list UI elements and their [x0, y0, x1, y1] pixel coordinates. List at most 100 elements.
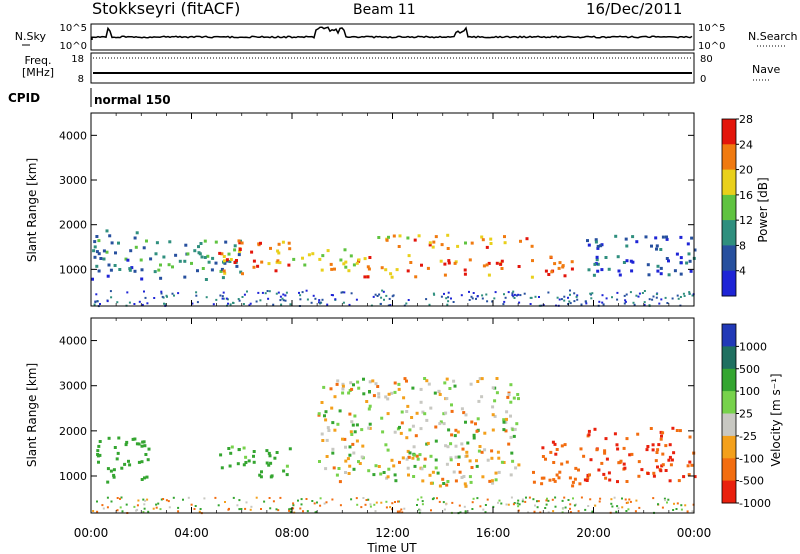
noise-pixel: [445, 297, 448, 300]
echo-cell: [341, 384, 345, 388]
cpid-label: CPID: [8, 91, 40, 105]
noise-pixel: [331, 498, 334, 501]
echo-cell: [348, 445, 352, 449]
noise-pixel: [568, 300, 571, 303]
echo-cell: [438, 422, 442, 426]
echo-cell: [411, 424, 415, 428]
echo-cell: [91, 277, 94, 281]
echo-cell: [329, 387, 333, 391]
noise-pixel: [245, 501, 248, 504]
echo-cell: [384, 268, 388, 272]
echo-cell: [659, 248, 663, 251]
noise-pixel: [299, 298, 302, 301]
echo-cell: [374, 382, 378, 386]
echo-cell: [625, 480, 629, 483]
noise-pixel: [518, 503, 521, 506]
velocity-plot: [92, 377, 697, 515]
noise-pixel: [275, 508, 278, 511]
echo-cell: [540, 476, 544, 480]
noise-pixel: [102, 507, 105, 510]
noise-pixel: [106, 300, 109, 303]
echo-cell: [423, 457, 427, 461]
noise-pixel: [136, 508, 139, 511]
echo-cell: [106, 274, 110, 278]
noise-pixel: [458, 504, 461, 507]
power-colorbar-label: Power [dB]: [756, 177, 770, 242]
echo-cell: [331, 421, 335, 425]
echo-cell: [445, 462, 449, 466]
noise-pixel: [106, 496, 109, 499]
echo-cell: [330, 406, 334, 410]
echo-cell: [655, 244, 659, 248]
echo-cell: [689, 269, 693, 273]
echo-cell: [551, 440, 555, 444]
echo-cell: [669, 463, 673, 467]
noise-pixel: [663, 497, 666, 500]
noise-pixel: [224, 501, 226, 503]
noise-pixel: [521, 500, 524, 503]
noise-pixel: [164, 303, 167, 306]
noise-pixel: [533, 510, 536, 513]
noise-pixel: [471, 501, 474, 504]
echo-cell: [402, 396, 406, 400]
echo-cell: [390, 458, 394, 462]
noise-pixel: [263, 500, 266, 503]
echo-cell: [604, 437, 608, 441]
echo-cell: [98, 453, 102, 457]
noise-pixel: [573, 292, 576, 295]
colorbar-tick-label: -100: [739, 452, 764, 465]
noise-pixel: [629, 500, 632, 503]
noise-pixel: [442, 501, 445, 504]
noise-pixel: [451, 501, 454, 504]
noise-pixel: [530, 296, 533, 299]
echo-cell: [673, 269, 677, 273]
power-colorbar: 4 8 12 16 20 24 28: [721, 113, 753, 297]
noise-pixel: [318, 301, 320, 304]
noise-pixel: [381, 289, 384, 292]
echo-cell: [541, 455, 545, 458]
noise-pixel: [534, 295, 537, 298]
noise-pixel: [187, 496, 190, 499]
noise-pixel: [576, 298, 579, 301]
colorbar-swatch: [722, 169, 736, 196]
noise-pixel: [561, 499, 564, 502]
echo-cell: [207, 260, 211, 264]
noise-pixel: [195, 294, 198, 297]
noise-pixel: [472, 292, 475, 294]
station-title: Stokkseyri (fitACF): [92, 0, 240, 18]
echo-cell: [382, 471, 386, 474]
colorbar-swatch: [722, 435, 736, 459]
echo-cell: [351, 423, 355, 427]
noise-pixel: [375, 501, 378, 504]
freq-panel: Freq. [MHz] 18 8 80 0 Nave: [22, 52, 780, 85]
echo-cell: [469, 382, 473, 386]
echo-cell: [303, 263, 307, 267]
noise-pixel: [507, 291, 510, 294]
echo-cell: [224, 240, 228, 244]
echo-cell: [406, 449, 410, 453]
echo-cell: [368, 256, 372, 259]
echo-cell: [421, 479, 425, 483]
noise-pixel: [374, 293, 377, 296]
noise-pixel: [268, 497, 271, 499]
velocity-ylabel: Slant Range [km]: [25, 363, 39, 467]
noise-pixel: [527, 511, 530, 514]
nsky-panel: N.Sky 10^5 10^0 N.Search 10^5 10^0: [15, 23, 798, 52]
noise-pixel: [199, 508, 202, 510]
echo-cell: [439, 420, 443, 424]
echo-cell: [228, 260, 232, 263]
echo-cell: [622, 261, 626, 264]
colorbar-swatch: [722, 144, 736, 171]
echo-cell: [92, 249, 96, 253]
noise-pixel: [691, 510, 694, 513]
echo-cell: [600, 461, 604, 465]
echo-cell: [483, 431, 487, 435]
echo-cell: [444, 444, 448, 448]
noise-pixel: [138, 300, 141, 303]
echo-cell: [434, 425, 438, 429]
echo-cell: [311, 252, 315, 256]
echo-cell: [504, 429, 508, 433]
echo-cell: [346, 457, 350, 461]
echo-cell: [367, 426, 371, 430]
